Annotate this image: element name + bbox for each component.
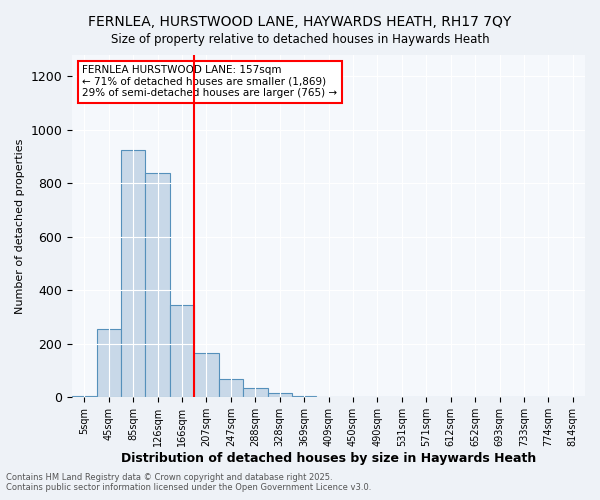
Y-axis label: Number of detached properties: Number of detached properties <box>15 138 25 314</box>
Text: Size of property relative to detached houses in Haywards Heath: Size of property relative to detached ho… <box>110 32 490 46</box>
Text: FERNLEA, HURSTWOOD LANE, HAYWARDS HEATH, RH17 7QY: FERNLEA, HURSTWOOD LANE, HAYWARDS HEATH,… <box>88 15 512 29</box>
Bar <box>218 378 243 398</box>
Bar <box>72 396 97 398</box>
Bar <box>121 150 145 398</box>
Bar <box>194 353 218 398</box>
Bar <box>292 396 316 398</box>
Text: FERNLEA HURSTWOOD LANE: 157sqm
← 71% of detached houses are smaller (1,869)
29% : FERNLEA HURSTWOOD LANE: 157sqm ← 71% of … <box>82 66 338 98</box>
X-axis label: Distribution of detached houses by size in Haywards Heath: Distribution of detached houses by size … <box>121 452 536 465</box>
Bar <box>243 388 268 398</box>
Bar <box>170 305 194 398</box>
Bar <box>97 329 121 398</box>
Bar <box>145 172 170 398</box>
Bar <box>316 396 341 398</box>
Text: Contains HM Land Registry data © Crown copyright and database right 2025.
Contai: Contains HM Land Registry data © Crown c… <box>6 473 371 492</box>
Bar <box>268 394 292 398</box>
